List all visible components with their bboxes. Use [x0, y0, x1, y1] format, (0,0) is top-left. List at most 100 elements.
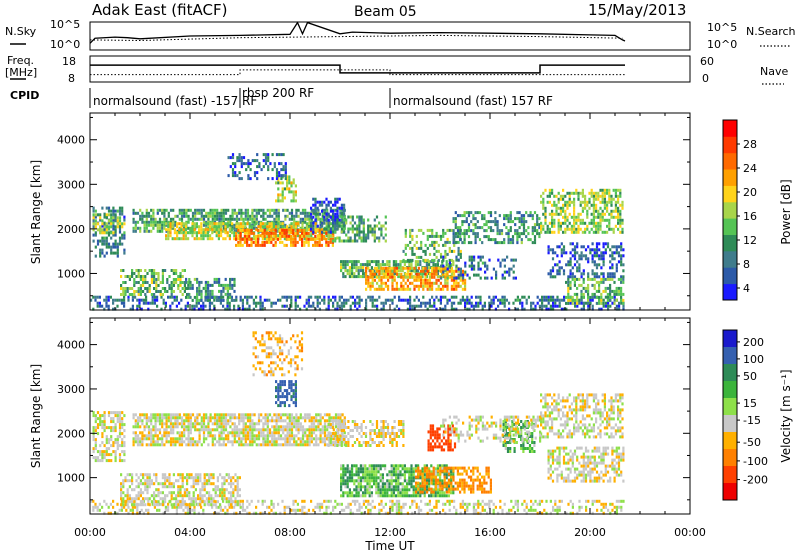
cell: [473, 267, 476, 271]
cell: [327, 301, 330, 305]
cell: [206, 499, 209, 503]
cell: [453, 269, 456, 273]
cell: [165, 434, 168, 438]
cell: [498, 232, 501, 236]
cell: [94, 456, 97, 460]
cell: [297, 234, 300, 238]
cell: [343, 508, 346, 512]
cell: [231, 298, 234, 302]
cell: [353, 272, 356, 276]
cell: [184, 231, 187, 235]
cell: [358, 298, 361, 302]
cell: [94, 219, 97, 223]
cell: [94, 505, 97, 509]
cell: [200, 217, 203, 221]
cell: [107, 438, 111, 442]
cell: [105, 441, 108, 445]
cell: [96, 432, 100, 436]
colorbar-tick-5: 24: [743, 162, 757, 175]
cell: [593, 251, 596, 255]
cell: [101, 423, 104, 427]
cell: [294, 243, 297, 247]
cell: [307, 304, 310, 308]
colorbar-swatch-2: [723, 250, 737, 268]
cell: [189, 440, 192, 444]
cell: [152, 226, 155, 230]
cell: [112, 206, 115, 210]
cell: [94, 447, 97, 451]
cell: [98, 304, 101, 308]
cell: [193, 511, 196, 515]
cell: [96, 301, 99, 305]
cell: [590, 188, 593, 192]
cell: [118, 219, 122, 223]
cell: [305, 307, 308, 311]
cell: [290, 231, 293, 235]
cell: [566, 215, 569, 219]
cell: [347, 236, 350, 240]
cell: [399, 260, 402, 264]
cell: [312, 224, 315, 228]
cell: [180, 211, 184, 215]
cell: [580, 245, 583, 249]
noise-traces: [89, 21, 626, 44]
cell: [101, 453, 104, 457]
cell: [118, 239, 122, 243]
cell: [226, 292, 229, 296]
cell: [96, 213, 100, 217]
cell: [165, 228, 168, 232]
cell: [180, 228, 183, 232]
cell: [349, 511, 352, 515]
cell: [402, 284, 405, 288]
cell: [251, 220, 254, 224]
cell: [615, 269, 618, 273]
cell: [614, 194, 617, 198]
cell: [94, 222, 97, 226]
cell: [555, 194, 558, 198]
cell: [141, 434, 144, 438]
cell: [207, 286, 210, 290]
cell: [343, 301, 346, 305]
cell: [261, 240, 264, 244]
cell: [165, 229, 168, 233]
cell: [183, 211, 186, 215]
cell: [136, 434, 140, 438]
cell: [606, 245, 610, 249]
cell: [573, 280, 576, 284]
cell: [608, 227, 611, 231]
cell: [417, 287, 420, 291]
cell: [288, 217, 291, 221]
cell: [124, 275, 127, 278]
cell: [560, 298, 563, 302]
cell: [380, 287, 383, 291]
cell: [461, 241, 464, 245]
cell: [147, 502, 150, 506]
cell: [92, 414, 95, 418]
cell: [279, 234, 282, 238]
cell: [176, 440, 179, 444]
cell: [175, 295, 178, 299]
cell: [303, 511, 306, 515]
cell: [152, 208, 155, 212]
cell: [290, 298, 293, 302]
cell: [602, 502, 605, 506]
cell: [338, 298, 341, 302]
cell: [142, 275, 145, 278]
cell: [578, 266, 581, 270]
cell: [270, 222, 273, 226]
cell: [169, 295, 172, 299]
cell: [277, 187, 280, 191]
cell: [597, 209, 600, 213]
cell: [413, 275, 416, 279]
cell: [256, 153, 259, 157]
cell: [351, 218, 354, 222]
cell: [387, 278, 390, 282]
cell: [408, 269, 411, 273]
cell: [608, 200, 611, 204]
cell: [342, 227, 346, 231]
cell: [281, 190, 284, 194]
cell: [353, 275, 356, 279]
cell: [153, 293, 156, 296]
cell: [518, 211, 521, 215]
cell: [135, 269, 138, 272]
